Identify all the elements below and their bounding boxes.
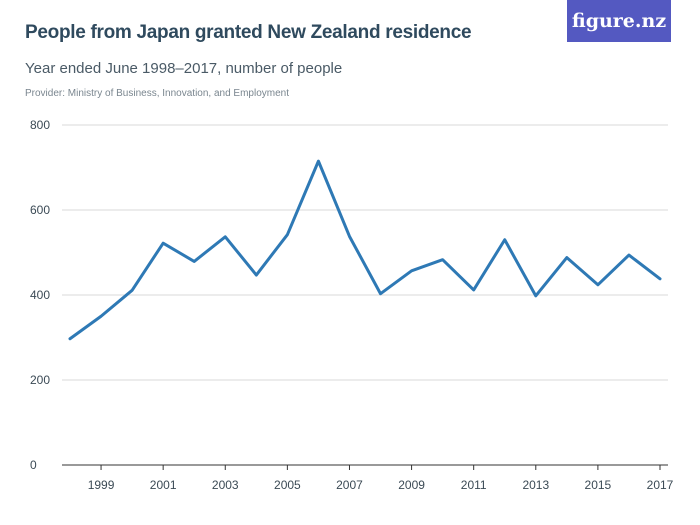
y-tick-label: 800 <box>30 118 50 132</box>
data-point[interactable] <box>162 242 165 245</box>
series-line <box>68 159 662 341</box>
data-point[interactable] <box>69 337 72 340</box>
data-point[interactable] <box>255 274 258 277</box>
x-tick-label: 2009 <box>398 478 425 492</box>
data-point[interactable] <box>100 315 103 318</box>
figure-nz-logo[interactable]: figure.nz <box>567 0 671 42</box>
chart-subtitle: Year ended June 1998–2017, number of peo… <box>25 60 343 77</box>
data-point[interactable] <box>472 288 475 291</box>
x-tick-label: 2017 <box>647 478 674 492</box>
y-tick-label: 600 <box>30 203 50 217</box>
data-provider: Provider: Ministry of Business, Innovati… <box>25 88 290 99</box>
data-point[interactable] <box>441 258 444 261</box>
x-tick-label: 2007 <box>336 478 363 492</box>
x-tick-label: 2003 <box>212 478 239 492</box>
gridlines <box>62 124 668 466</box>
y-tick-label: 0 <box>30 458 37 472</box>
data-point[interactable] <box>410 269 413 272</box>
data-point[interactable] <box>503 238 506 241</box>
x-tick-label: 1999 <box>88 478 115 492</box>
y-tick-label: 200 <box>30 373 50 387</box>
y-axis: 0 200 400 600 800 <box>30 118 50 472</box>
data-point[interactable] <box>379 292 382 295</box>
y-tick-label: 400 <box>30 288 50 302</box>
data-point[interactable] <box>627 254 630 257</box>
data-point[interactable] <box>131 289 134 292</box>
data-point[interactable] <box>659 277 662 280</box>
x-tick-label: 2015 <box>585 478 612 492</box>
data-point[interactable] <box>224 235 227 238</box>
x-tick-label: 2005 <box>274 478 301 492</box>
series-layer <box>68 159 662 341</box>
data-point[interactable] <box>317 160 320 163</box>
data-point[interactable] <box>596 283 599 286</box>
data-point[interactable] <box>565 256 568 259</box>
data-point[interactable] <box>286 233 289 236</box>
data-point[interactable] <box>348 235 351 238</box>
x-tick-label: 2013 <box>522 478 549 492</box>
x-tick-label: 2001 <box>150 478 177 492</box>
data-point[interactable] <box>534 294 537 297</box>
data-point[interactable] <box>193 260 196 263</box>
x-axis: 1999 2001 2003 2005 2007 2009 2011 2013 2015 2017 <box>88 465 674 492</box>
x-tick-label: 2011 <box>461 478 487 492</box>
chart-title: People from Japan granted New Zealand re… <box>25 22 472 43</box>
